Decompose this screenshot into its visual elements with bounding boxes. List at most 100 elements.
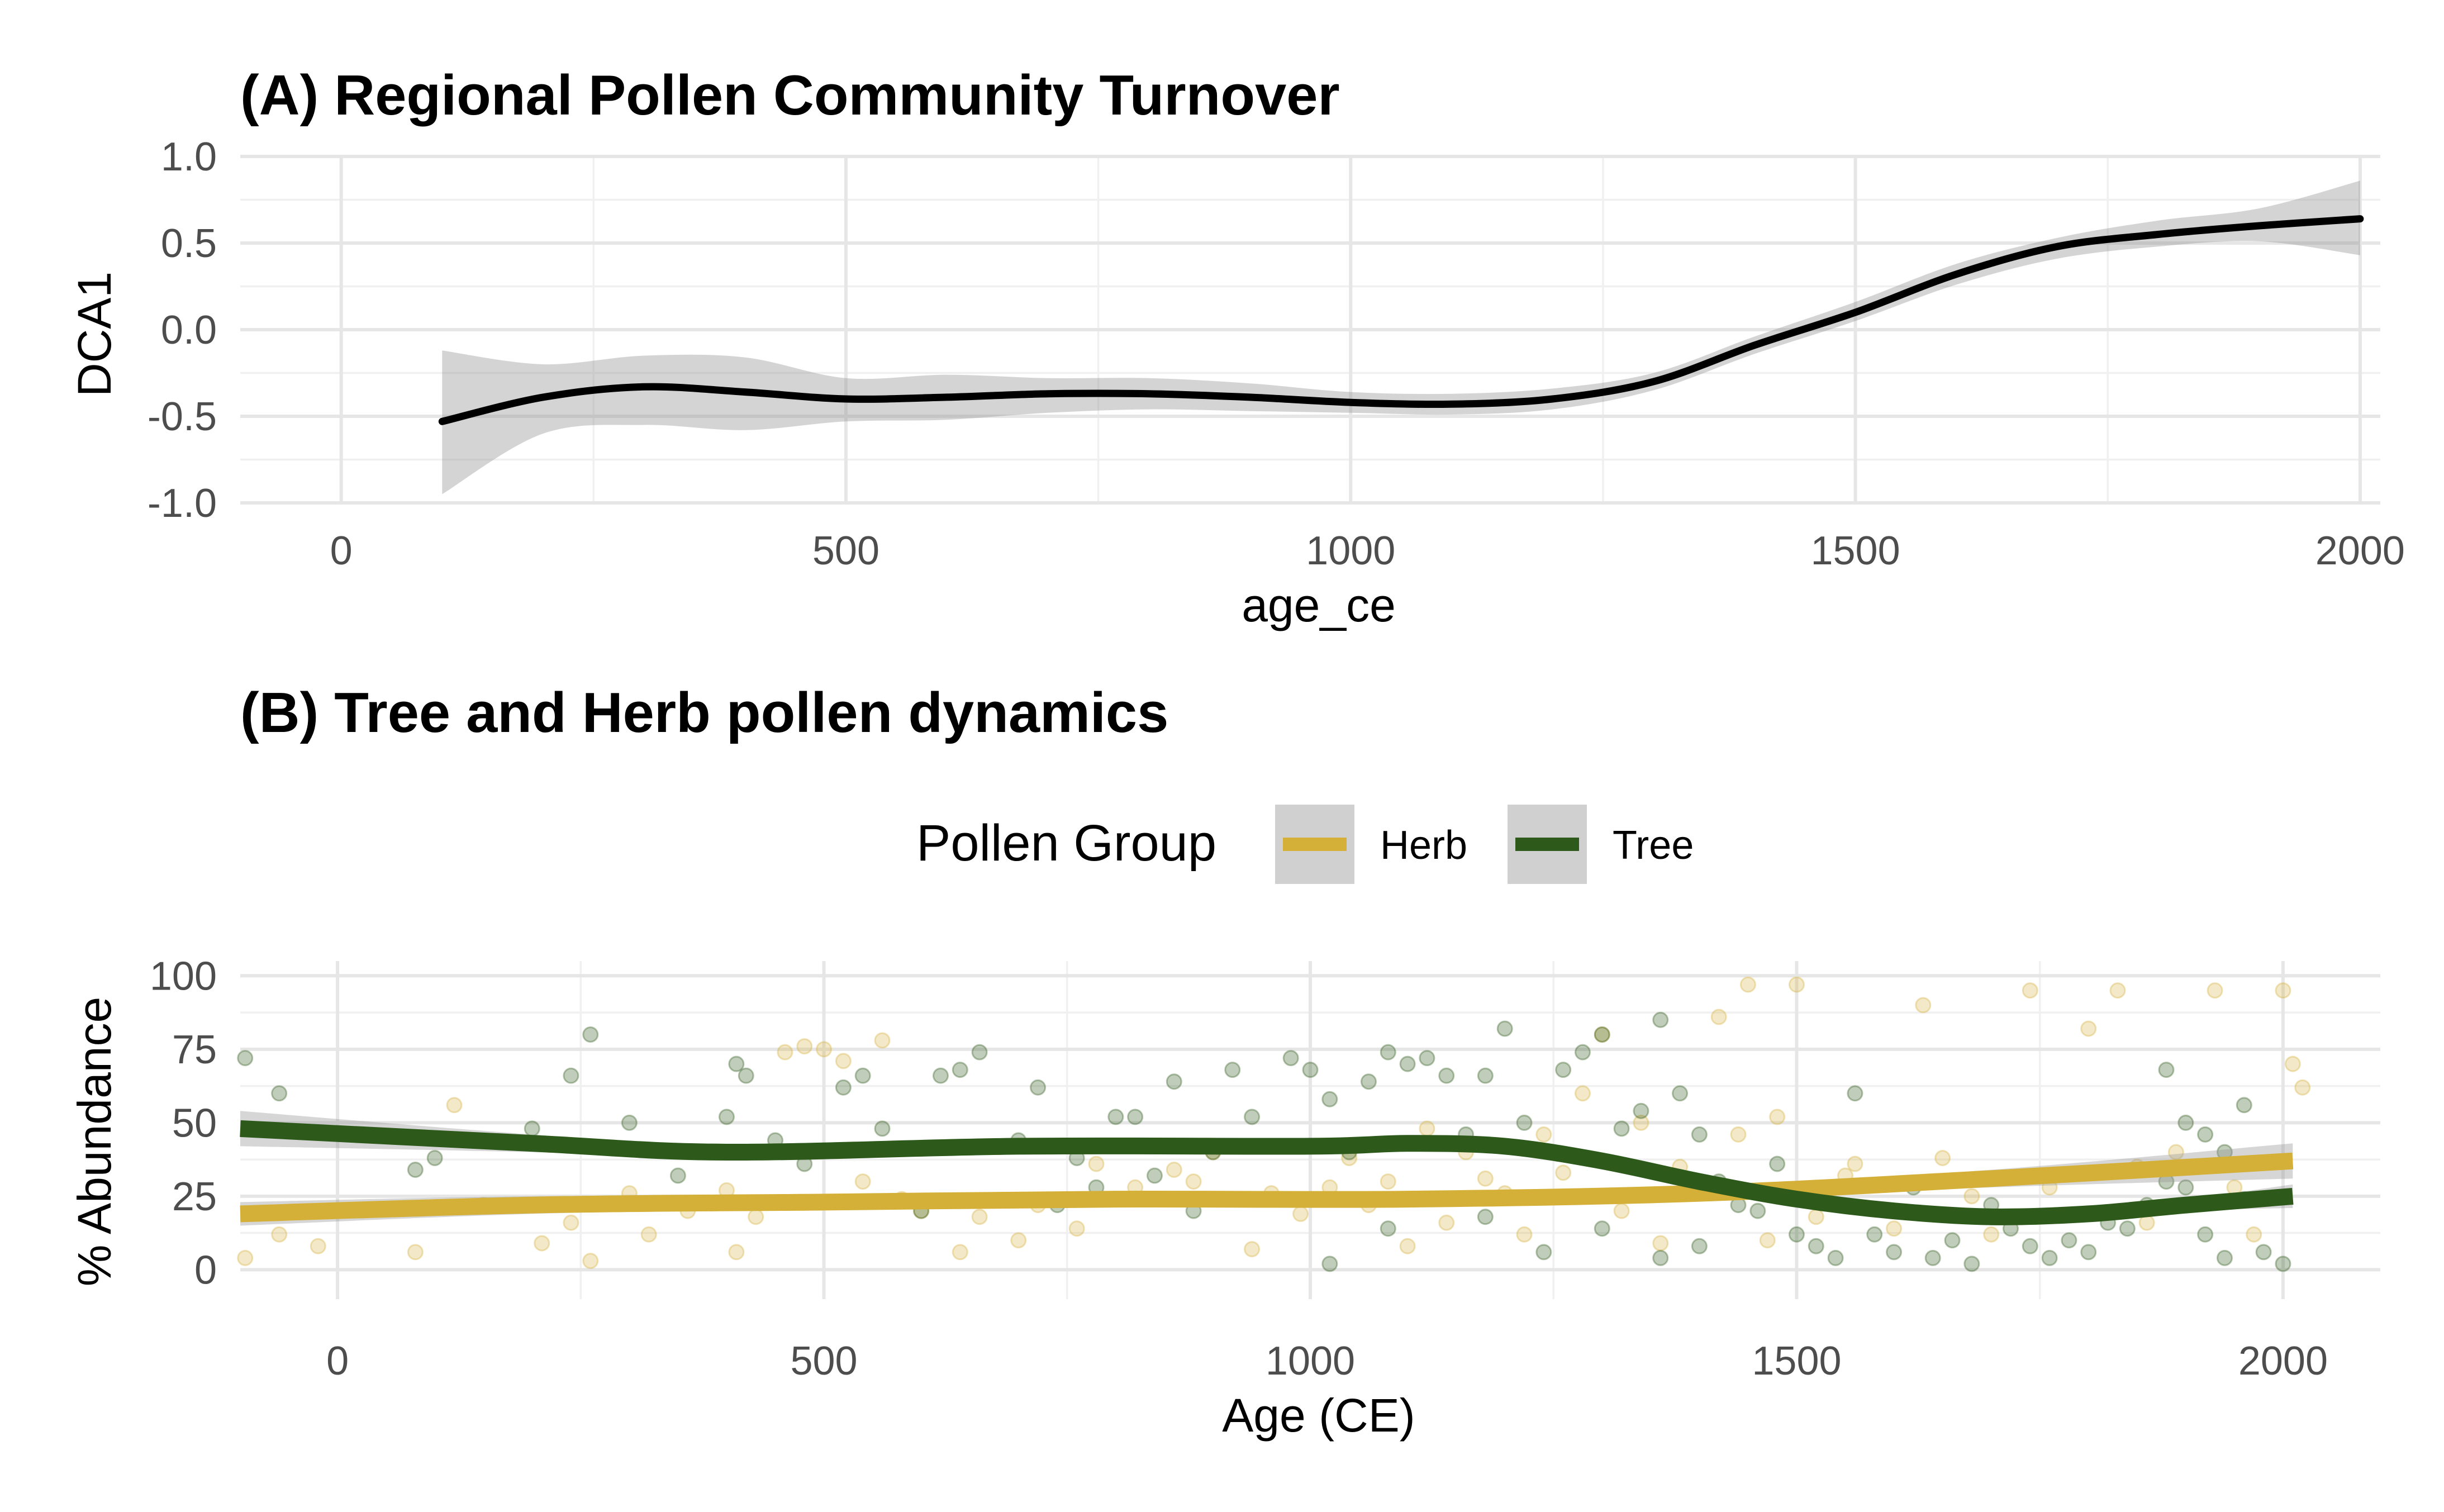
point-herb xyxy=(2022,982,2038,999)
point-tree xyxy=(2216,1249,2233,1266)
point-tree xyxy=(582,1026,599,1043)
point-herb xyxy=(534,1235,550,1252)
point-tree xyxy=(271,1085,288,1102)
panel-b-title: (B) Tree and Herb pollen dynamics xyxy=(240,682,1168,744)
point-tree xyxy=(1574,1044,1591,1061)
smooth-line-herb xyxy=(240,1152,2294,1223)
point-tree xyxy=(407,1162,424,1178)
panel-a-y-tick-label: -0.5 xyxy=(148,394,217,439)
point-herb xyxy=(271,1226,288,1243)
panel-b-x-tick-label: 500 xyxy=(790,1339,857,1383)
point-herb xyxy=(728,1244,745,1261)
smooth-line-tree xyxy=(240,1120,2294,1225)
point-tree xyxy=(1399,1055,1416,1072)
point-tree xyxy=(971,1044,988,1061)
point-herb xyxy=(1535,1126,1552,1143)
point-herb xyxy=(971,1209,988,1225)
point-herb xyxy=(1477,1170,1494,1187)
panel-a-x-tick-label: 0 xyxy=(330,529,353,573)
point-tree xyxy=(1146,1167,1163,1184)
point-tree xyxy=(932,1067,949,1084)
point-herb xyxy=(640,1226,657,1243)
point-tree xyxy=(1652,1011,1669,1028)
point-tree xyxy=(2177,1179,2194,1196)
point-herb xyxy=(874,1032,891,1049)
point-tree xyxy=(1380,1220,1396,1237)
point-herb xyxy=(2167,1144,2184,1161)
point-tree xyxy=(718,1109,735,1125)
point-tree xyxy=(2177,1114,2194,1131)
point-herb xyxy=(1244,1241,1261,1258)
point-tree xyxy=(1302,1062,1319,1078)
point-tree xyxy=(2236,1097,2252,1114)
panel-b-xlabel: Age (CE) xyxy=(1222,1389,1415,1442)
point-herb xyxy=(2284,1055,2301,1072)
point-tree xyxy=(1924,1249,1941,1266)
panel-a-x-tick-label: 2000 xyxy=(2315,529,2405,573)
point-tree xyxy=(1847,1085,1863,1102)
point-tree xyxy=(669,1167,686,1184)
point-tree xyxy=(728,1055,745,1072)
point-tree xyxy=(1594,1220,1610,1237)
panel-a-ylabel: DCA1 xyxy=(68,272,121,397)
panel-b-y-tick-label: 0 xyxy=(194,1248,217,1292)
point-herb xyxy=(1438,1214,1455,1231)
point-herb xyxy=(1419,1120,1435,1137)
point-herb xyxy=(952,1244,968,1261)
point-tree xyxy=(1633,1102,1649,1119)
point-tree xyxy=(854,1067,871,1084)
panel-a-xlabel: age_ce xyxy=(1242,579,1396,631)
point-herb xyxy=(777,1044,793,1061)
point-tree xyxy=(952,1062,968,1078)
point-tree xyxy=(1321,1256,1338,1272)
point-herb xyxy=(1185,1173,1202,1190)
point-herb xyxy=(1088,1156,1105,1172)
point-tree xyxy=(1594,1026,1610,1043)
point-herb xyxy=(2246,1226,2262,1243)
panel-b-x-tick-label: 1500 xyxy=(1752,1339,1841,1383)
panel-a-x-tick-label: 1000 xyxy=(1306,529,1395,573)
point-herb xyxy=(2080,1020,2097,1037)
panel-b-y-tick-label: 25 xyxy=(172,1175,217,1219)
point-tree xyxy=(1107,1109,1124,1125)
point-herb xyxy=(1380,1173,1396,1190)
point-herb xyxy=(1555,1164,1572,1181)
panel-b-grid xyxy=(240,961,2380,1299)
point-herb xyxy=(2294,1079,2311,1096)
panel-b-y-tick-label: 100 xyxy=(150,954,217,999)
legend-label-herb: Herb xyxy=(1380,823,1467,868)
point-tree xyxy=(1769,1156,1786,1172)
point-tree xyxy=(2080,1244,2097,1261)
legend-title: Pollen Group xyxy=(916,815,1216,872)
point-tree xyxy=(1808,1238,1824,1254)
point-herb xyxy=(582,1253,599,1269)
point-tree xyxy=(1886,1244,1903,1261)
panel-b-smooth-lines xyxy=(240,1120,2294,1225)
point-herb xyxy=(1915,997,1932,1014)
point-herb xyxy=(1068,1220,1085,1237)
point-herb xyxy=(1292,1205,1309,1222)
point-herb xyxy=(1983,1226,2000,1243)
point-tree xyxy=(237,1050,254,1067)
point-tree xyxy=(1866,1226,1883,1243)
point-herb xyxy=(1769,1109,1786,1125)
point-herb xyxy=(835,1053,852,1069)
point-tree xyxy=(1691,1238,1708,1254)
point-tree xyxy=(2119,1220,2136,1237)
point-tree xyxy=(1613,1120,1630,1137)
point-tree xyxy=(1477,1067,1494,1084)
point-herb xyxy=(1594,1026,1610,1043)
point-tree xyxy=(2197,1126,2214,1143)
point-tree xyxy=(1944,1232,1961,1249)
panel-a-y-tick-label: -1.0 xyxy=(148,481,217,526)
point-herb xyxy=(407,1244,424,1261)
panel-b-x-tick-label: 2000 xyxy=(2238,1339,2328,1383)
point-tree xyxy=(563,1067,579,1084)
panel-a-smooth-line xyxy=(438,215,2364,425)
point-tree xyxy=(1535,1244,1552,1261)
legend-label-tree: Tree xyxy=(1613,823,1694,868)
point-tree xyxy=(1166,1073,1182,1090)
legend: Pollen Group Herb Tree xyxy=(916,805,1694,884)
